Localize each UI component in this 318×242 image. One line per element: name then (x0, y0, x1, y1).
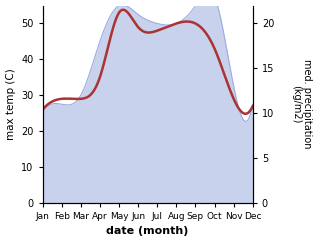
X-axis label: date (month): date (month) (107, 227, 189, 236)
Y-axis label: med. precipitation
(kg/m2): med. precipitation (kg/m2) (291, 60, 313, 149)
Y-axis label: max temp (C): max temp (C) (5, 68, 16, 140)
